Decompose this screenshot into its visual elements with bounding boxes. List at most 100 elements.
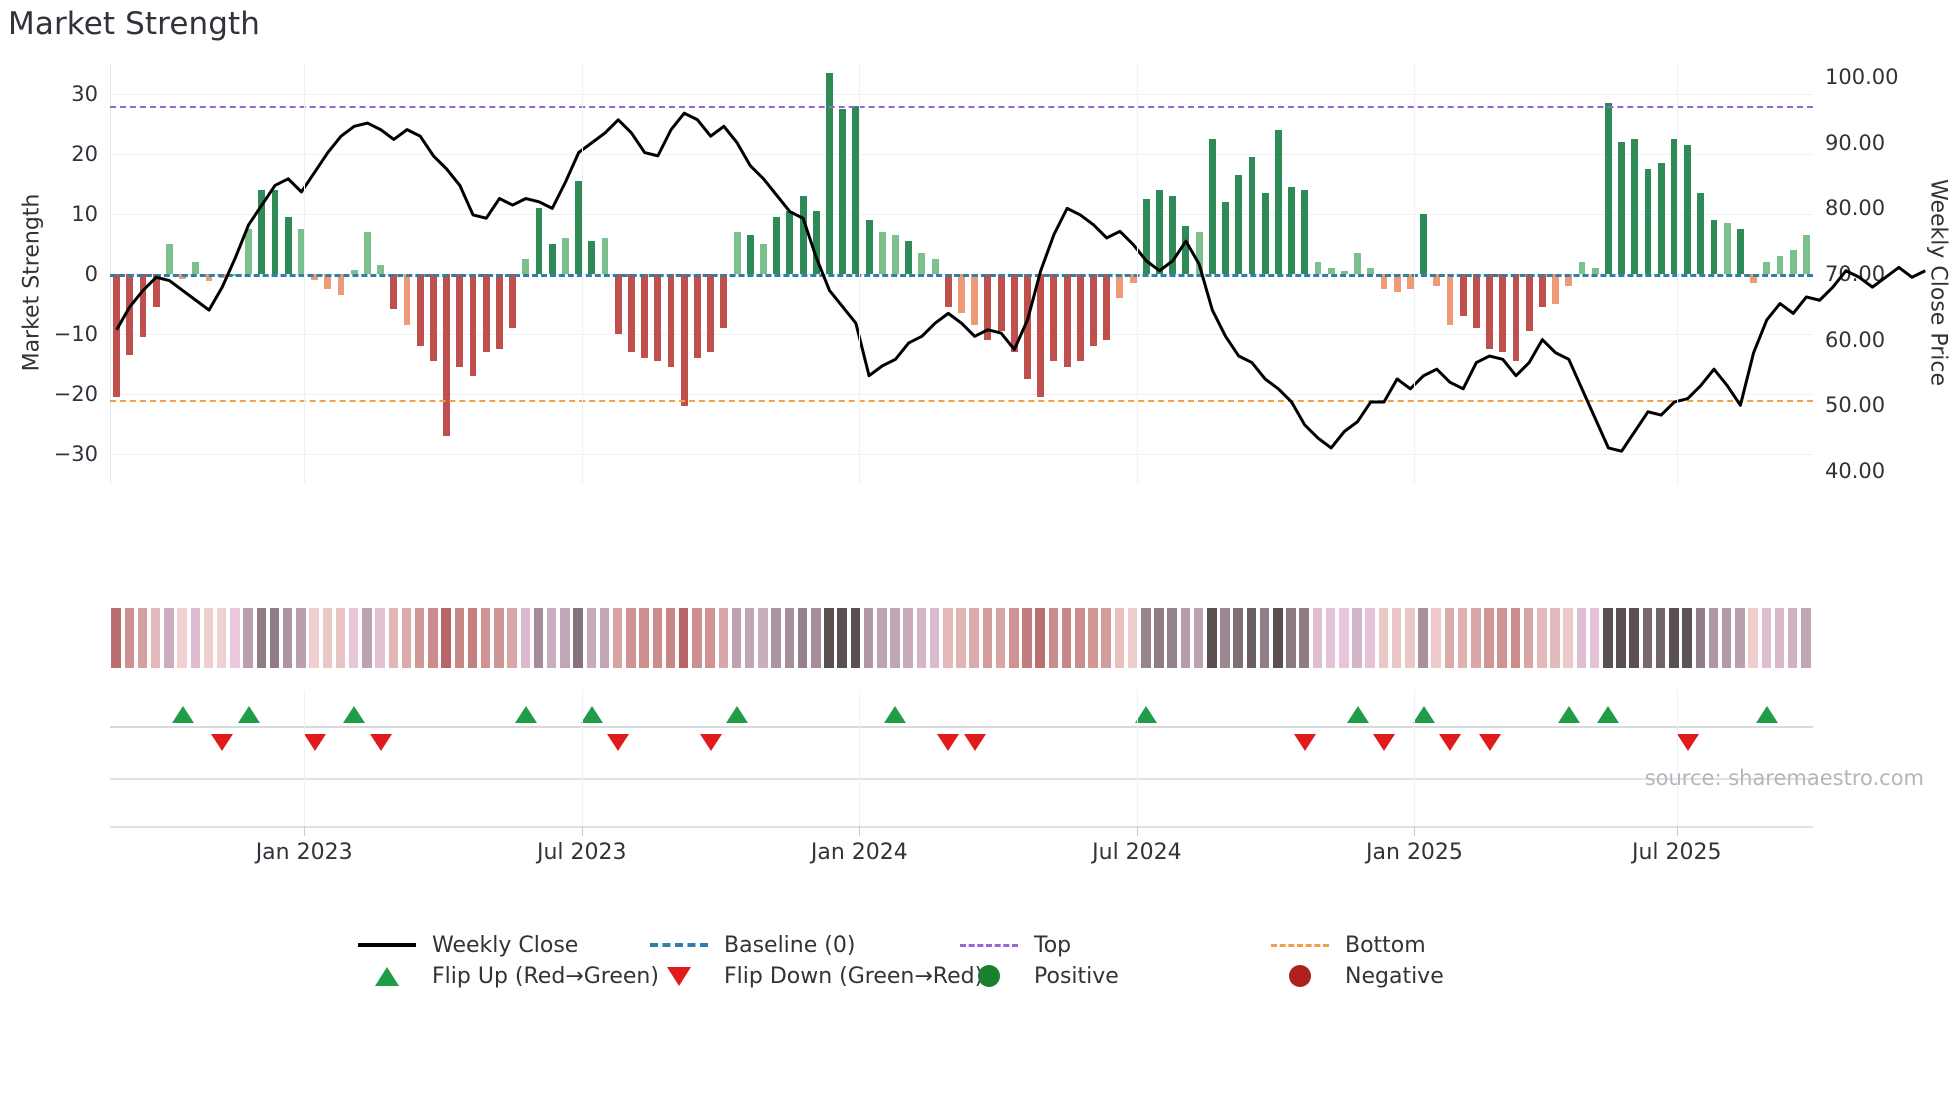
x-axis-tick-mark [304, 826, 306, 836]
strength-bar [350, 270, 358, 274]
legend-item-label: Flip Down (Green→Red) [724, 963, 984, 989]
strength-bar [192, 262, 200, 274]
heatmap-cell [811, 608, 821, 668]
heatmap-cell [705, 608, 715, 668]
heatmap-cell [124, 608, 135, 668]
x-gridline [859, 690, 861, 828]
strength-bar [1578, 262, 1586, 274]
legend-item[interactable]: Flip Up (Red→Green) [356, 959, 659, 993]
heatmap-cell [1695, 608, 1705, 668]
legend-item[interactable]: Flip Down (Green→Red) [648, 959, 983, 993]
top-threshold-line [110, 106, 1813, 108]
heatmap-cell [1471, 608, 1481, 668]
heatmap-cell [1537, 608, 1547, 668]
strength-bar [826, 73, 833, 274]
x-axis-tick-label: Jan 2023 [255, 840, 353, 865]
legend-dot-icon [1269, 964, 1331, 988]
y-axis-left-tick: 10 [71, 202, 98, 226]
strength-bar [1010, 274, 1018, 352]
strength-bar [258, 190, 266, 274]
heatmap-cell [1510, 608, 1521, 668]
strength-bar [694, 274, 701, 358]
heatmap-cell [837, 608, 847, 668]
strength-bar [1618, 142, 1625, 274]
strength-bar [773, 217, 781, 274]
heatmap-cell [1220, 608, 1230, 668]
legend-item[interactable]: Negative [1269, 959, 1444, 993]
strength-bar [1486, 274, 1493, 349]
strength-bar [284, 217, 292, 274]
page-title: Market Strength [8, 6, 261, 42]
heatmap-cell [903, 608, 913, 668]
strength-bar [1142, 199, 1150, 274]
legend-item[interactable]: Baseline (0) [648, 928, 855, 962]
heatmap-cell [969, 608, 979, 668]
strength-bar [245, 229, 253, 274]
heatmap-cell [1075, 608, 1085, 668]
strength-bar [931, 259, 939, 274]
x-gridline [1136, 690, 1138, 828]
strength-bar [1433, 274, 1441, 286]
heatmap-cell [877, 608, 887, 668]
heatmap-cell [190, 608, 201, 668]
strength-bar [1024, 274, 1031, 379]
heatmap-cell [414, 608, 425, 668]
heatmap-cell [1193, 608, 1204, 668]
legend-item-label: Top [1034, 932, 1072, 958]
heatmap-cell [1708, 608, 1719, 668]
y-axis-left-tick: −10 [53, 322, 98, 346]
heatmap-cell [1114, 608, 1125, 668]
strength-bar [720, 274, 728, 328]
flip-up-marker [343, 706, 366, 723]
heatmap-cell [1444, 608, 1455, 668]
strength-bar [614, 274, 622, 334]
heatmap-cell [1642, 608, 1653, 668]
strength-bar [1090, 274, 1097, 346]
flip-axis-line [110, 726, 1813, 728]
gridline [110, 94, 1813, 95]
gridline [110, 154, 1813, 155]
gridline [110, 214, 1813, 215]
flip-up-marker [237, 706, 260, 723]
strength-bar [390, 274, 398, 309]
legend-item[interactable]: Top [958, 928, 1071, 962]
strength-bar [1670, 139, 1678, 274]
x-gridline [304, 64, 306, 484]
heatmap-cell [1484, 608, 1494, 668]
legend-item[interactable]: Bottom [1269, 928, 1426, 962]
flip-down-marker [699, 734, 722, 751]
legend-item[interactable]: Weekly Close [356, 928, 578, 962]
gridline [110, 394, 1813, 395]
heatmap-cell [454, 608, 465, 668]
strength-bar [667, 274, 675, 367]
heatmap-cell [494, 608, 504, 668]
strength-bar [1208, 139, 1216, 274]
heatmap-cell [335, 608, 346, 668]
strength-bar [746, 235, 754, 274]
strength-bar [839, 109, 847, 274]
heatmap-cell [1616, 608, 1626, 668]
strength-bar [139, 274, 147, 337]
strength-bar [1446, 274, 1454, 325]
flip-up-marker [884, 706, 907, 723]
strength-bar [1076, 274, 1084, 361]
heatmap-cell [1286, 608, 1296, 668]
strength-bar [1710, 220, 1718, 274]
strength-bar [1182, 226, 1190, 274]
y-axis-left-tick: 20 [71, 142, 98, 166]
y-axis-left-tick: 30 [71, 82, 98, 106]
legend-dashed-line-icon [648, 933, 710, 957]
heatmap-cell [203, 608, 214, 668]
strength-bar [588, 241, 596, 274]
heatmap-cell [1365, 608, 1375, 668]
x-axis-tick-label: Jul 2025 [1631, 840, 1722, 865]
legend-item[interactable]: Positive [958, 959, 1119, 993]
strength-bar [1393, 274, 1401, 292]
heatmap-cell [1141, 608, 1151, 668]
strength-bar [1802, 235, 1810, 274]
legend-item-label: Negative [1345, 963, 1444, 989]
x-axis-tick-mark [1414, 826, 1416, 836]
gridline [110, 454, 1813, 455]
strength-bar [1723, 223, 1731, 274]
strength-bar [1591, 268, 1599, 274]
